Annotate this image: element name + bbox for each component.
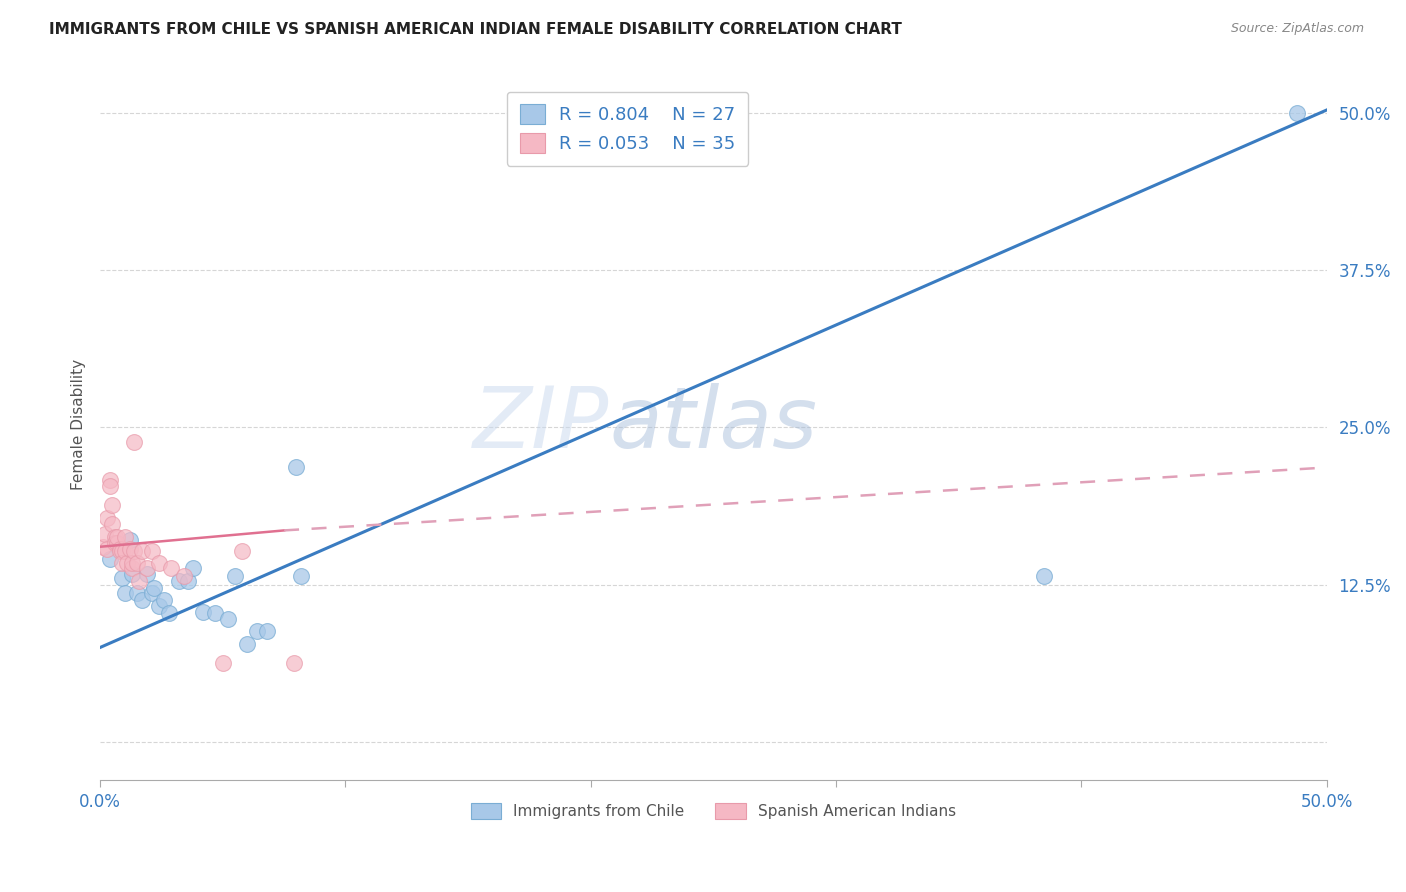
Point — [173, 568, 195, 582]
Point — [108, 542, 131, 557]
Point — [141, 586, 163, 600]
Point — [111, 556, 134, 570]
Point — [153, 592, 176, 607]
Point — [246, 624, 269, 639]
Point — [121, 556, 143, 570]
Point — [131, 543, 153, 558]
Point — [160, 561, 183, 575]
Point — [217, 611, 239, 625]
Point — [256, 624, 278, 639]
Legend: Immigrants from Chile, Spanish American Indians: Immigrants from Chile, Spanish American … — [464, 797, 962, 825]
Point — [96, 511, 118, 525]
Point — [101, 517, 124, 532]
Point — [125, 586, 148, 600]
Point — [108, 543, 131, 558]
Point — [98, 473, 121, 487]
Point — [121, 567, 143, 582]
Point — [115, 556, 138, 570]
Point — [135, 567, 157, 582]
Point — [135, 561, 157, 575]
Point — [1286, 105, 1309, 120]
Text: atlas: atlas — [609, 383, 817, 466]
Point — [231, 543, 253, 558]
Point — [91, 540, 114, 554]
Point — [96, 542, 118, 557]
Point — [98, 552, 121, 566]
Point — [157, 607, 180, 621]
Point — [111, 543, 134, 558]
Point — [141, 543, 163, 558]
Point — [290, 568, 312, 582]
Point — [128, 574, 150, 588]
Text: IMMIGRANTS FROM CHILE VS SPANISH AMERICAN INDIAN FEMALE DISABILITY CORRELATION C: IMMIGRANTS FROM CHILE VS SPANISH AMERICA… — [49, 22, 903, 37]
Point — [167, 574, 190, 588]
Point — [183, 561, 205, 575]
Point — [118, 533, 141, 548]
Point — [124, 543, 146, 558]
Point — [111, 571, 134, 585]
Point — [101, 498, 124, 512]
Point — [148, 599, 170, 613]
Point — [125, 556, 148, 570]
Point — [191, 605, 214, 619]
Point — [94, 527, 117, 541]
Point — [177, 574, 200, 588]
Y-axis label: Female Disability: Female Disability — [72, 359, 86, 490]
Point — [224, 568, 246, 582]
Point — [131, 592, 153, 607]
Point — [236, 637, 259, 651]
Point — [211, 656, 233, 670]
Point — [114, 543, 136, 558]
Point — [114, 586, 136, 600]
Point — [124, 435, 146, 450]
Point — [104, 530, 127, 544]
Point — [105, 530, 128, 544]
Point — [114, 530, 136, 544]
Text: Source: ZipAtlas.com: Source: ZipAtlas.com — [1230, 22, 1364, 36]
Point — [118, 542, 141, 557]
Point — [148, 556, 170, 570]
Point — [285, 460, 308, 475]
Point — [204, 607, 226, 621]
Point — [105, 536, 128, 550]
Text: ZIP: ZIP — [472, 383, 609, 466]
Point — [283, 656, 305, 670]
Point — [1033, 568, 1056, 582]
Point — [98, 479, 121, 493]
Point — [104, 536, 127, 550]
Point — [121, 561, 143, 575]
Point — [143, 582, 166, 596]
